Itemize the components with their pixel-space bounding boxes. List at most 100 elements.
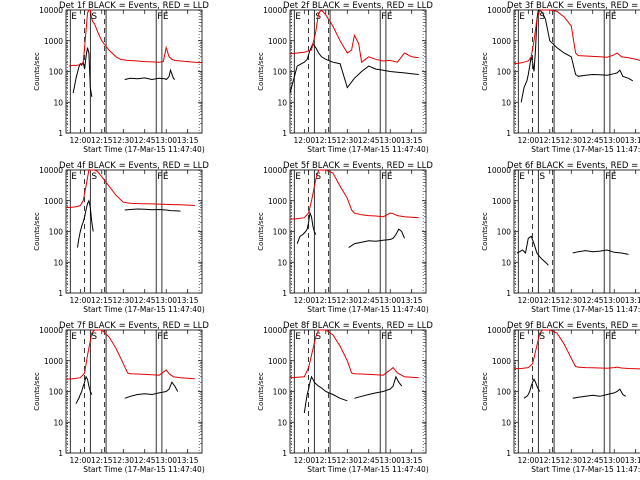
- y-tick-label: 10: [53, 258, 63, 267]
- x-tick-label: 12:00: [70, 136, 92, 145]
- x-tick-label: 12:45: [134, 296, 156, 305]
- y-axis-label: Counts/sec: [257, 212, 265, 251]
- x-axis-label: Start Time (17-Mar-15 11:47:40): [307, 305, 429, 314]
- y-tick-label: 100: [497, 68, 512, 77]
- x-tick-label: 13:15: [625, 136, 640, 145]
- x-tick-label: 12:15: [315, 296, 337, 305]
- y-axis-label: Counts/sec: [33, 212, 41, 251]
- marker-label: S: [315, 332, 321, 342]
- marker-label: F: [605, 332, 610, 342]
- chart-title: Det 6f BLACK = Events, RED = LLD: [507, 161, 640, 171]
- y-tick-label: 1000: [492, 357, 511, 366]
- x-tick-label: 13:15: [177, 456, 199, 465]
- red-lld-series: [289, 9, 419, 64]
- y-tick-label: 10: [501, 418, 511, 427]
- x-tick-label: 13:15: [625, 456, 640, 465]
- x-tick-label: 13:15: [401, 296, 423, 305]
- y-tick-label: 1000: [268, 357, 287, 366]
- marker-label: E: [163, 332, 169, 342]
- x-tick-label: 12:15: [91, 456, 113, 465]
- y-tick-label: 100: [49, 68, 64, 77]
- x-tick-label: 12:30: [560, 456, 582, 465]
- red-lld-series: [68, 9, 203, 67]
- x-tick-label: 12:15: [539, 296, 561, 305]
- black-events-series: [75, 375, 179, 404]
- red-lld-series: [65, 169, 195, 209]
- x-axis-label: Start Time (17-Mar-15 11:47:40): [307, 145, 429, 154]
- x-tick-label: 12:45: [358, 296, 380, 305]
- red-lld-series: [289, 329, 419, 379]
- x-tick-label: 13:15: [401, 136, 423, 145]
- y-tick-label: 10: [277, 258, 287, 267]
- x-tick-label: 12:45: [358, 456, 380, 465]
- chart-title: Det 5f BLACK = Events, RED = LLD: [283, 161, 433, 171]
- x-tick-label: 13:00: [379, 296, 401, 305]
- x-tick-label: 12:30: [336, 296, 358, 305]
- plot-frame: [289, 9, 427, 134]
- black-events-series: [77, 199, 181, 248]
- marker-label: E: [519, 332, 525, 342]
- marker-label: E: [71, 172, 77, 182]
- y-tick-label: 10000: [487, 326, 511, 335]
- y-tick-label: 1000: [268, 197, 287, 206]
- marker-label: F: [157, 12, 162, 22]
- y-tick-label: 100: [497, 228, 512, 237]
- y-tick-label: 10000: [487, 6, 511, 15]
- marker-label: E: [163, 172, 169, 182]
- y-tick-label: 100: [49, 388, 64, 397]
- x-tick-label: 13:15: [177, 136, 199, 145]
- x-tick-label: 12:00: [518, 296, 540, 305]
- marker-label: S: [539, 332, 545, 342]
- x-tick-label: 12:45: [134, 456, 156, 465]
- marker-label: F: [157, 332, 162, 342]
- y-tick-label: 10: [277, 98, 287, 107]
- y-tick-label: 10000: [39, 6, 63, 15]
- y-tick-label: 10: [501, 258, 511, 267]
- red-lld-series: [65, 329, 195, 380]
- x-tick-label: 13:15: [625, 296, 640, 305]
- y-tick-label: 1: [282, 289, 287, 298]
- marker-label: F: [381, 172, 386, 182]
- x-tick-label: 12:30: [112, 296, 134, 305]
- red-lld-series: [513, 329, 640, 370]
- x-axis-label: Start Time (17-Mar-15 11:47:40): [83, 305, 205, 314]
- chart-title: Det 9f BLACK = Events, RED = LLD: [507, 321, 640, 331]
- x-tick-label: 12:00: [518, 136, 540, 145]
- red-lld-series: [289, 169, 419, 220]
- x-tick-label: 13:00: [155, 136, 177, 145]
- y-tick-label: 100: [273, 228, 288, 237]
- marker-label: E: [295, 332, 301, 342]
- marker-label: E: [387, 172, 393, 182]
- marker-label: F: [381, 332, 386, 342]
- x-tick-label: 12:15: [315, 136, 337, 145]
- marker-label: S: [539, 12, 545, 22]
- marker-label: S: [91, 332, 97, 342]
- chart-title: Det 1f BLACK = Events, RED = LLD: [59, 1, 209, 11]
- marker-label: E: [71, 12, 77, 22]
- x-tick-label: 12:15: [91, 136, 113, 145]
- marker-label: F: [605, 172, 610, 182]
- x-tick-label: 12:15: [91, 296, 113, 305]
- y-tick-label: 100: [273, 68, 288, 77]
- black-events-series: [289, 42, 419, 94]
- marker-label: F: [157, 172, 162, 182]
- y-tick-label: 1000: [44, 357, 63, 366]
- y-tick-label: 10000: [487, 166, 511, 175]
- x-tick-label: 12:45: [358, 136, 380, 145]
- x-tick-label: 12:30: [112, 136, 134, 145]
- marker-label: S: [539, 172, 545, 182]
- x-tick-label: 12:30: [112, 456, 134, 465]
- black-events-series: [303, 375, 403, 414]
- marker-label: E: [519, 12, 525, 22]
- marker-label: E: [611, 12, 617, 22]
- y-axis-label: Counts/sec: [481, 212, 489, 251]
- plot-frame: [289, 329, 427, 454]
- marker-label: S: [91, 172, 97, 182]
- x-tick-label: 12:30: [336, 456, 358, 465]
- marker-label: E: [295, 12, 301, 22]
- marker-label: E: [611, 332, 617, 342]
- x-tick-label: 13:15: [177, 296, 199, 305]
- x-tick-label: 12:30: [560, 296, 582, 305]
- x-tick-label: 12:00: [294, 136, 316, 145]
- chart-title: Det 7f BLACK = Events, RED = LLD: [59, 321, 209, 331]
